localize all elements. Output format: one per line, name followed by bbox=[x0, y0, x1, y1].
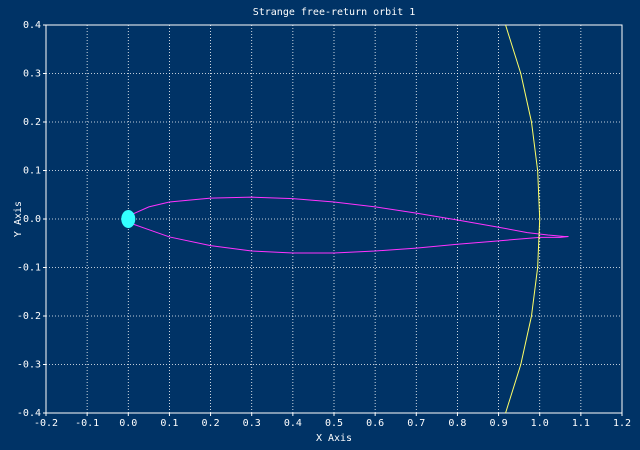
y-tick-label: 0.0 bbox=[23, 214, 41, 225]
y-tick-label: 0.3 bbox=[23, 69, 41, 80]
orbit-line bbox=[505, 24, 541, 414]
x-tick-label: 0.8 bbox=[448, 418, 466, 429]
x-tick-label: 0.6 bbox=[366, 418, 384, 429]
x-tick-label: 0.2 bbox=[202, 418, 220, 429]
y-axis-label: Y Axis bbox=[13, 201, 24, 237]
x-tick-label: -0.1 bbox=[75, 418, 99, 429]
y-tick-label: 0.1 bbox=[23, 166, 41, 177]
y-tick-label: 0.4 bbox=[23, 20, 41, 31]
x-tick-label: 1.1 bbox=[572, 418, 590, 429]
x-tick-label: 1.0 bbox=[531, 418, 549, 429]
orbit-line bbox=[132, 196, 569, 254]
x-tick-label: -0.2 bbox=[34, 418, 58, 429]
marker bbox=[121, 210, 136, 228]
x-tick-label: 1.2 bbox=[613, 418, 631, 429]
y-tick-label: 0.2 bbox=[23, 117, 41, 128]
y-tick-label: -0.1 bbox=[17, 263, 41, 274]
y-tick-label: -0.4 bbox=[17, 408, 41, 419]
y-tick-label: -0.2 bbox=[17, 311, 41, 322]
x-tick-label: 0.1 bbox=[160, 418, 178, 429]
x-tick-label: 0.3 bbox=[243, 418, 261, 429]
x-tick-label: 0.9 bbox=[490, 418, 508, 429]
x-tick-label: 0.7 bbox=[407, 418, 425, 429]
x-tick-label: 0.5 bbox=[325, 418, 343, 429]
chart-title: Strange free-return orbit 1 bbox=[253, 7, 416, 18]
y-tick-label: -0.3 bbox=[17, 360, 41, 371]
x-axis-label: X Axis bbox=[316, 433, 352, 444]
x-tick-label: 0.0 bbox=[119, 418, 137, 429]
x-tick-label: 0.4 bbox=[284, 418, 302, 429]
